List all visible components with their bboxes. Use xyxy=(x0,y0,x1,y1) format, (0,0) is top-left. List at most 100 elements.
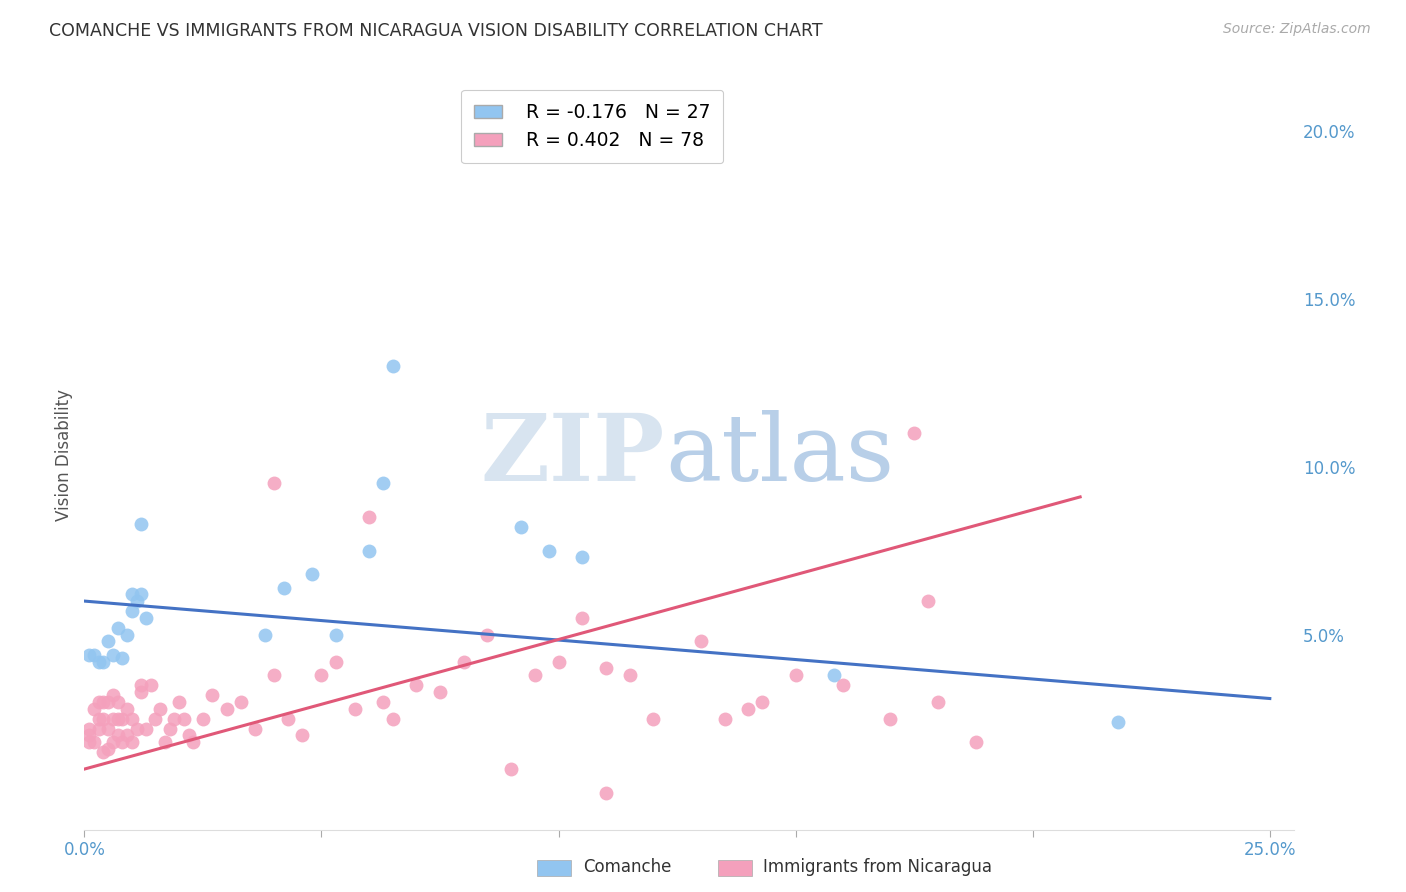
Point xyxy=(191,712,214,726)
Point xyxy=(115,729,138,743)
Point xyxy=(145,712,167,726)
Point xyxy=(571,611,593,625)
Point xyxy=(595,661,617,675)
Point xyxy=(115,701,138,715)
Point xyxy=(83,701,105,715)
Point xyxy=(571,550,593,565)
Point xyxy=(115,628,138,642)
Point xyxy=(737,701,759,715)
Point xyxy=(91,745,114,759)
Point xyxy=(343,701,366,715)
Point xyxy=(153,735,176,749)
Text: Immigrants from Nicaragua: Immigrants from Nicaragua xyxy=(763,858,993,876)
Point xyxy=(713,712,735,726)
Point xyxy=(751,695,773,709)
Point xyxy=(125,594,148,608)
Point xyxy=(689,634,711,648)
Point xyxy=(97,742,120,756)
Point xyxy=(111,735,134,749)
Point xyxy=(429,685,451,699)
Point xyxy=(159,722,181,736)
Point xyxy=(111,712,134,726)
Point xyxy=(163,712,186,726)
Point xyxy=(325,655,347,669)
Point xyxy=(357,510,380,524)
Text: COMANCHE VS IMMIGRANTS FROM NICARAGUA VISION DISABILITY CORRELATION CHART: COMANCHE VS IMMIGRANTS FROM NICARAGUA VI… xyxy=(49,22,823,40)
Point xyxy=(167,695,190,709)
Point xyxy=(263,668,285,682)
Point xyxy=(101,712,124,726)
Point xyxy=(87,655,110,669)
Point xyxy=(477,628,499,642)
Point xyxy=(107,621,129,635)
Point xyxy=(643,712,665,726)
Point xyxy=(77,648,100,662)
Point xyxy=(501,762,523,776)
Point xyxy=(509,520,531,534)
Point xyxy=(125,722,148,736)
Point xyxy=(547,655,569,669)
Point xyxy=(965,735,987,749)
Point xyxy=(273,581,295,595)
Point xyxy=(371,695,394,709)
Point xyxy=(301,567,323,582)
Point xyxy=(229,695,252,709)
Point xyxy=(903,426,925,441)
Point xyxy=(129,516,152,531)
Point xyxy=(291,729,314,743)
Legend:   R = -0.176   N = 27,   R = 0.402   N = 78: R = -0.176 N = 27, R = 0.402 N = 78 xyxy=(461,90,723,163)
Point xyxy=(87,695,110,709)
Point xyxy=(879,712,901,726)
Point xyxy=(129,587,152,601)
Point xyxy=(183,735,205,749)
Point xyxy=(83,648,105,662)
Point xyxy=(87,722,110,736)
Point xyxy=(121,735,143,749)
Point xyxy=(91,712,114,726)
Text: atlas: atlas xyxy=(665,410,894,500)
Point xyxy=(77,735,100,749)
Point xyxy=(523,668,546,682)
Point xyxy=(129,678,152,692)
Point xyxy=(121,712,143,726)
Point xyxy=(357,543,380,558)
Point xyxy=(177,729,200,743)
Point xyxy=(135,722,157,736)
Point xyxy=(311,668,333,682)
Point xyxy=(121,604,143,618)
Point xyxy=(917,594,939,608)
Point xyxy=(263,476,285,491)
Point xyxy=(129,685,152,699)
Point xyxy=(97,634,120,648)
Point xyxy=(243,722,266,736)
Text: ZIP: ZIP xyxy=(481,410,665,500)
Point xyxy=(381,712,404,726)
Point xyxy=(325,628,347,642)
Point xyxy=(149,701,172,715)
Point xyxy=(371,476,394,491)
Point xyxy=(201,688,224,702)
Point xyxy=(595,786,617,800)
Point xyxy=(277,712,299,726)
Point xyxy=(97,722,120,736)
Point xyxy=(107,712,129,726)
Point xyxy=(101,688,124,702)
Point xyxy=(139,678,162,692)
Point xyxy=(91,655,114,669)
Point xyxy=(785,668,807,682)
Point xyxy=(405,678,427,692)
Point xyxy=(823,668,845,682)
Point xyxy=(173,712,195,726)
Point xyxy=(107,695,129,709)
Point xyxy=(215,701,238,715)
Point xyxy=(83,735,105,749)
Point xyxy=(111,651,134,665)
Point xyxy=(77,729,100,743)
Point xyxy=(101,648,124,662)
Text: Source: ZipAtlas.com: Source: ZipAtlas.com xyxy=(1223,22,1371,37)
Point xyxy=(97,695,120,709)
Point xyxy=(1107,714,1129,729)
Point xyxy=(538,543,561,558)
Point xyxy=(101,735,124,749)
Point xyxy=(253,628,276,642)
